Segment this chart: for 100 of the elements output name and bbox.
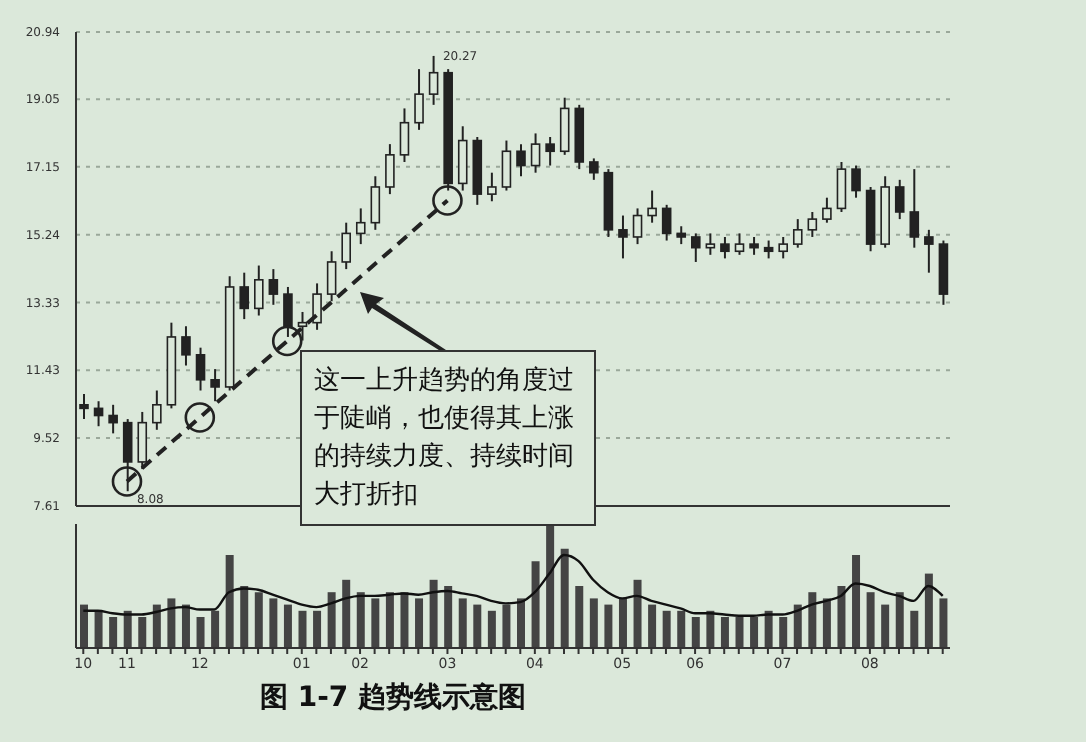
candlestick [355, 207, 366, 246]
bar [735, 617, 744, 648]
candlestick [239, 271, 250, 321]
bar [881, 604, 890, 648]
candlestick [268, 268, 279, 306]
bar [429, 579, 438, 648]
candlestick [924, 228, 934, 274]
bar [808, 592, 817, 648]
candlestick [137, 410, 148, 471]
candlestick [414, 68, 424, 131]
bar [473, 604, 482, 648]
candlestick [705, 232, 716, 256]
annotation: 这一上升趋势的角度过于陡峭，也使得其上涨的持续力度、持续时间大打折扣 [300, 350, 596, 526]
bar [720, 617, 729, 648]
point [111, 466, 143, 497]
bar [400, 592, 409, 648]
bar [895, 592, 904, 648]
candlestick [836, 160, 847, 213]
candlestick [428, 54, 439, 106]
bar [196, 617, 205, 648]
bar [109, 617, 118, 648]
candlestick [792, 218, 803, 249]
candlestick [559, 96, 570, 156]
candlestick [254, 264, 264, 317]
candlestick [385, 143, 395, 196]
candlestick [152, 389, 162, 431]
point [271, 325, 303, 357]
candlestick [647, 189, 657, 224]
bar [371, 598, 380, 648]
candlestick [341, 221, 351, 271]
bar [283, 604, 292, 648]
candlestick [487, 171, 497, 203]
candlestick [516, 143, 526, 178]
candlestick [851, 164, 861, 199]
bar [415, 598, 424, 648]
bar [181, 604, 190, 648]
bar [793, 604, 802, 648]
bar [575, 586, 584, 648]
candlestick [734, 232, 745, 256]
bar [604, 604, 613, 648]
bar [837, 586, 846, 648]
bar [167, 598, 176, 648]
candlestick [181, 325, 191, 367]
bar [910, 610, 919, 648]
candlestick [589, 157, 599, 181]
candlestick [399, 107, 410, 163]
candlestick [210, 368, 220, 403]
candlestick [545, 135, 555, 167]
bar [385, 592, 394, 648]
caption: 图 1-7 趋势线示意图 [260, 680, 527, 716]
bar [531, 561, 540, 648]
candlestick [501, 139, 512, 192]
bar [750, 617, 759, 648]
bar [80, 604, 88, 648]
bar [254, 592, 263, 648]
bar [648, 604, 657, 648]
bar [502, 604, 511, 648]
bar [225, 555, 234, 648]
candlestick [778, 235, 788, 260]
bar [342, 579, 351, 648]
bar [356, 592, 365, 648]
bar [94, 610, 103, 648]
candlestick [807, 210, 818, 238]
candlestick [370, 175, 381, 231]
bar [240, 586, 249, 648]
candlestick [195, 346, 206, 392]
bar [298, 610, 307, 648]
bar [822, 598, 831, 648]
bar [313, 610, 322, 648]
candlestick [618, 214, 628, 260]
bar [458, 598, 467, 648]
bar [560, 548, 569, 648]
bar [444, 586, 453, 648]
bar [939, 598, 948, 648]
candlestick [894, 178, 905, 221]
bar [924, 573, 933, 648]
bar [852, 555, 861, 648]
point [432, 185, 463, 216]
point [184, 402, 216, 433]
bar [662, 610, 671, 648]
candlestick [530, 132, 541, 174]
candlestick [632, 207, 643, 246]
candlestick [312, 282, 322, 331]
bar [138, 617, 147, 648]
candlestick [326, 250, 337, 303]
bar [633, 579, 642, 648]
bar [487, 610, 496, 648]
bar [866, 592, 875, 648]
bar [706, 610, 715, 648]
bar [327, 592, 336, 648]
candlestick [79, 393, 89, 421]
bar [269, 598, 278, 648]
bar [517, 598, 525, 648]
bar [546, 524, 555, 648]
bar [211, 610, 220, 648]
bar [691, 617, 700, 648]
candlestick [661, 203, 672, 242]
bar [618, 598, 627, 648]
candlestick [108, 403, 118, 435]
bar [779, 617, 788, 648]
